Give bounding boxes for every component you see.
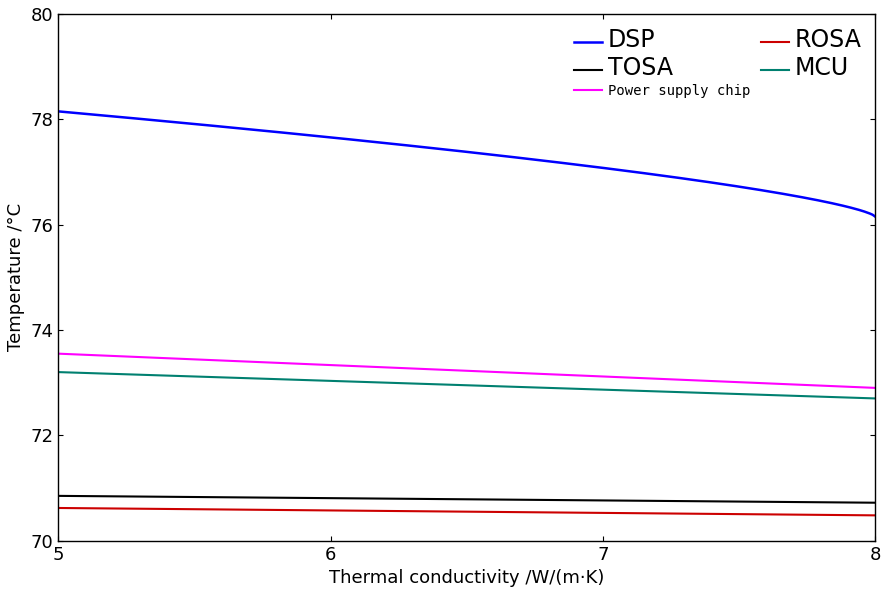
Line: Power supply chip: Power supply chip — [59, 353, 876, 388]
Y-axis label: Temperature /°C: Temperature /°C — [7, 203, 25, 352]
Power supply chip — [741, 379, 752, 386]
MCU — [536, 384, 547, 391]
DSP — [741, 184, 752, 191]
Power supply chip — [794, 381, 805, 388]
ROSA — [53, 504, 64, 511]
ROSA — [539, 509, 550, 516]
Line: MCU: MCU — [59, 372, 876, 399]
Power supply chip — [56, 350, 67, 358]
DSP — [794, 193, 805, 200]
ROSA — [870, 512, 881, 519]
Power supply chip — [553, 371, 564, 378]
TOSA — [56, 492, 67, 500]
TOSA — [741, 498, 752, 505]
TOSA — [539, 497, 550, 504]
MCU — [870, 395, 881, 402]
DSP — [553, 159, 564, 166]
MCU — [539, 384, 550, 391]
MCU — [53, 368, 64, 375]
MCU — [794, 393, 805, 400]
Line: TOSA: TOSA — [59, 496, 876, 503]
ROSA — [56, 504, 67, 511]
Power supply chip — [536, 371, 547, 378]
MCU — [741, 391, 752, 398]
TOSA — [53, 492, 64, 500]
X-axis label: Thermal conductivity /W/(m·K): Thermal conductivity /W/(m·K) — [329, 569, 605, 587]
Power supply chip — [539, 371, 550, 378]
TOSA — [553, 497, 564, 504]
DSP — [870, 213, 881, 220]
DSP — [56, 108, 67, 115]
TOSA — [536, 497, 547, 504]
TOSA — [794, 498, 805, 505]
ROSA — [741, 511, 752, 518]
TOSA — [870, 499, 881, 506]
Power supply chip — [870, 384, 881, 391]
DSP — [53, 108, 64, 115]
MCU — [553, 385, 564, 392]
Legend: DSP, TOSA, Power supply chip, ROSA, MCU: DSP, TOSA, Power supply chip, ROSA, MCU — [567, 21, 868, 105]
ROSA — [794, 511, 805, 518]
Power supply chip — [53, 350, 64, 357]
Line: DSP: DSP — [59, 112, 876, 217]
MCU — [56, 369, 67, 376]
ROSA — [536, 509, 547, 516]
DSP — [539, 157, 550, 165]
ROSA — [553, 509, 564, 516]
DSP — [536, 157, 547, 164]
Line: ROSA: ROSA — [59, 508, 876, 516]
